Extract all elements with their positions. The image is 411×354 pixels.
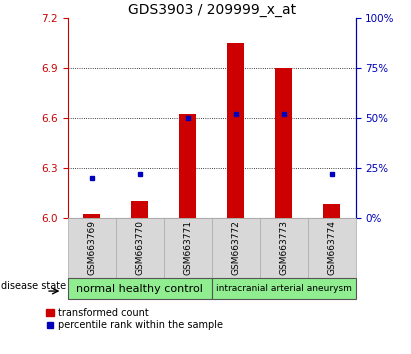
Bar	[212, 218, 260, 278]
Bar	[307, 218, 356, 278]
Bar	[164, 218, 212, 278]
Bar	[179, 114, 196, 218]
Text: GSM663774: GSM663774	[327, 220, 336, 275]
Text: normal healthy control: normal healthy control	[76, 284, 203, 293]
Text: GSM663769: GSM663769	[87, 220, 96, 275]
Legend: transformed count, percentile rank within the sample: transformed count, percentile rank withi…	[46, 308, 223, 330]
Bar	[323, 204, 340, 218]
Title: GDS3903 / 209999_x_at: GDS3903 / 209999_x_at	[127, 3, 296, 17]
Text: GSM663770: GSM663770	[135, 220, 144, 275]
Bar	[68, 278, 212, 299]
Bar	[227, 43, 244, 218]
Bar	[83, 215, 100, 218]
Text: GSM663773: GSM663773	[279, 220, 288, 275]
Bar	[212, 278, 356, 299]
Bar	[116, 218, 164, 278]
Text: disease state: disease state	[1, 281, 67, 291]
Text: intracranial arterial aneurysm: intracranial arterial aneurysm	[216, 284, 351, 293]
Bar	[275, 68, 292, 218]
Text: GSM663771: GSM663771	[183, 220, 192, 275]
Text: GSM663772: GSM663772	[231, 220, 240, 275]
Bar	[132, 201, 148, 218]
Bar	[68, 218, 116, 278]
Bar	[260, 218, 307, 278]
